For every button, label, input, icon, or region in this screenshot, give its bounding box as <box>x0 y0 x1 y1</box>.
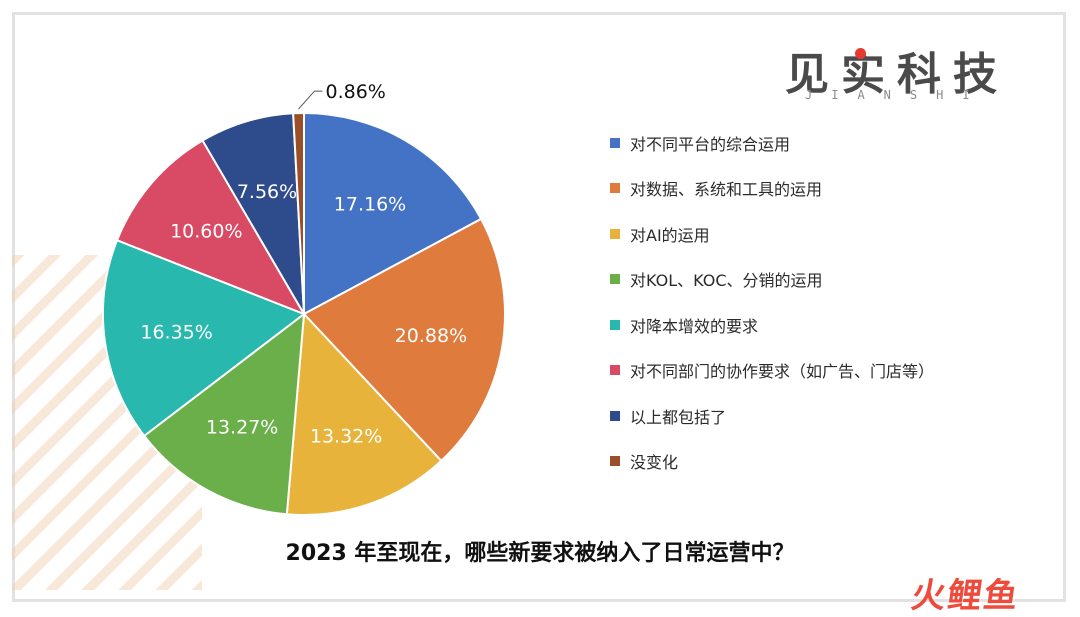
pie-slice <box>302 217 506 463</box>
pie-slice <box>285 311 443 516</box>
slice-value-label: 7.56% <box>237 181 297 203</box>
legend-swatch <box>610 410 620 421</box>
legend-swatch <box>610 319 620 330</box>
legend-item: 对AI的运用 <box>610 211 934 257</box>
pie-slice <box>292 111 305 315</box>
legend-item: 没变化 <box>610 439 934 485</box>
legend-swatch <box>610 274 620 285</box>
legend-swatch <box>610 137 620 148</box>
chart-legend: 对不同平台的综合运用对数据、系统和工具的运用 对AI的运用对KOL、KOC、分销的… <box>610 120 934 484</box>
legend-label: 对数据、系统和工具的运用 <box>630 180 823 200</box>
legend-item: 对降本增效的要求 <box>610 302 934 348</box>
legend-swatch <box>610 183 620 194</box>
watermark-logo: 火鲤鱼 <box>908 576 1023 616</box>
brand-subtitle: JIANSHI <box>805 88 989 102</box>
legend-item: 对不同平台的综合运用 <box>610 120 934 166</box>
slice-value-label: 16.35% <box>140 322 212 344</box>
pie-slice <box>303 111 483 316</box>
legend-item: 对数据、系统和工具的运用 <box>610 166 934 212</box>
legend-label: 没变化 <box>630 453 679 473</box>
legend-label: 以上都包括了 <box>630 407 727 427</box>
slice-value-label: 17.16% <box>334 194 406 216</box>
slice-value-label: 13.32% <box>310 426 382 448</box>
legend-label: 对降本增效的要求 <box>630 316 759 336</box>
legend-swatch <box>610 456 620 467</box>
legend-label: 对不同平台的综合运用 <box>630 134 791 154</box>
legend-item: 对不同部门的协作要求（如广告、门店等） <box>610 348 934 394</box>
legend-label: 对KOL、KOC、分销的运用 <box>630 271 823 291</box>
legend-item: 以上都包括了 <box>610 393 934 439</box>
legend-item: 对KOL、KOC、分销的运用 <box>610 257 934 303</box>
pie-slice <box>201 112 305 315</box>
legend-label: 对不同部门的协作要求（如广告、门店等） <box>630 362 935 382</box>
pie-slice <box>115 139 307 316</box>
brand-logo: 见实科技 JIANSHI <box>785 38 1025 108</box>
slice-value-label: 10.60% <box>170 220 242 242</box>
chart-question: 2023 年至现在，哪些新要求被纳入了日常运营中？ <box>285 541 795 566</box>
legend-label: 对AI的运用 <box>630 225 710 245</box>
legend-swatch <box>610 365 620 376</box>
slice-value-label: 13.27% <box>206 417 278 439</box>
legend-swatch <box>610 228 620 239</box>
slice-value-label: 20.88% <box>395 325 467 347</box>
pie-slice <box>102 238 307 438</box>
pie-slice <box>142 311 306 516</box>
brand-name: 见实科技 <box>785 49 1009 100</box>
slice-value-label: 0.86% <box>326 81 386 103</box>
leader-line <box>298 90 323 110</box>
brand-dot <box>855 48 866 59</box>
